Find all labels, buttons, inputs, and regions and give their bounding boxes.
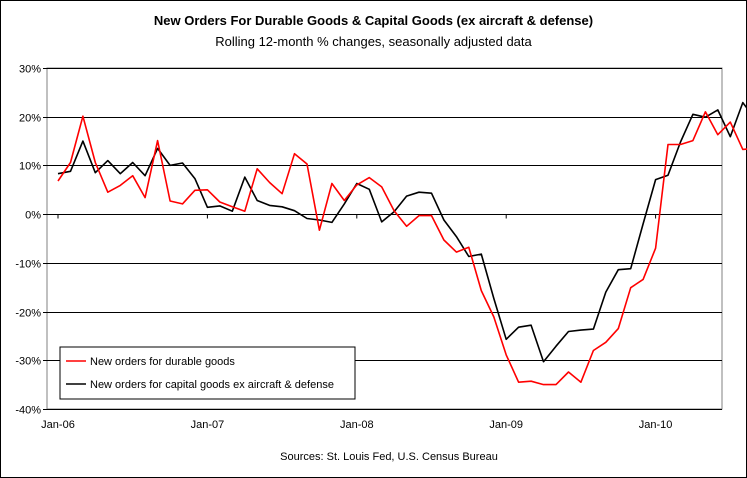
y-tick-label: -20% <box>15 308 41 320</box>
y-tick-label: -10% <box>15 259 41 271</box>
y-tick-label: 20% <box>19 113 41 125</box>
chart-title: New Orders For Durable Goods & Capital G… <box>153 13 594 28</box>
y-tick-label: -30% <box>15 356 41 368</box>
series-line-durable-goods <box>57 111 747 386</box>
y-tick-label: -40% <box>15 405 41 417</box>
y-tick-label: 10% <box>19 161 41 173</box>
chart-subtitle: Rolling 12-month % changes, seasonally a… <box>215 34 532 49</box>
legend-label: New orders for capital goods ex aircraft… <box>90 379 334 391</box>
legend-label: New orders for durable goods <box>90 356 235 368</box>
x-tick-label: Jan-10 <box>639 419 673 431</box>
series-line-capital-goods <box>57 101 747 363</box>
y-tick-label: 30% <box>19 64 41 76</box>
x-tick-label: Jan-06 <box>41 419 75 431</box>
x-tick-label: Jan-09 <box>489 419 523 431</box>
x-tick-label: Jan-07 <box>191 419 225 431</box>
legend-box <box>59 346 356 400</box>
y-tick-label: 0% <box>25 210 41 222</box>
x-tick-label: Jan-08 <box>340 419 374 431</box>
chart-source-note: Sources: St. Louis Fed, U.S. Census Bure… <box>280 451 498 463</box>
